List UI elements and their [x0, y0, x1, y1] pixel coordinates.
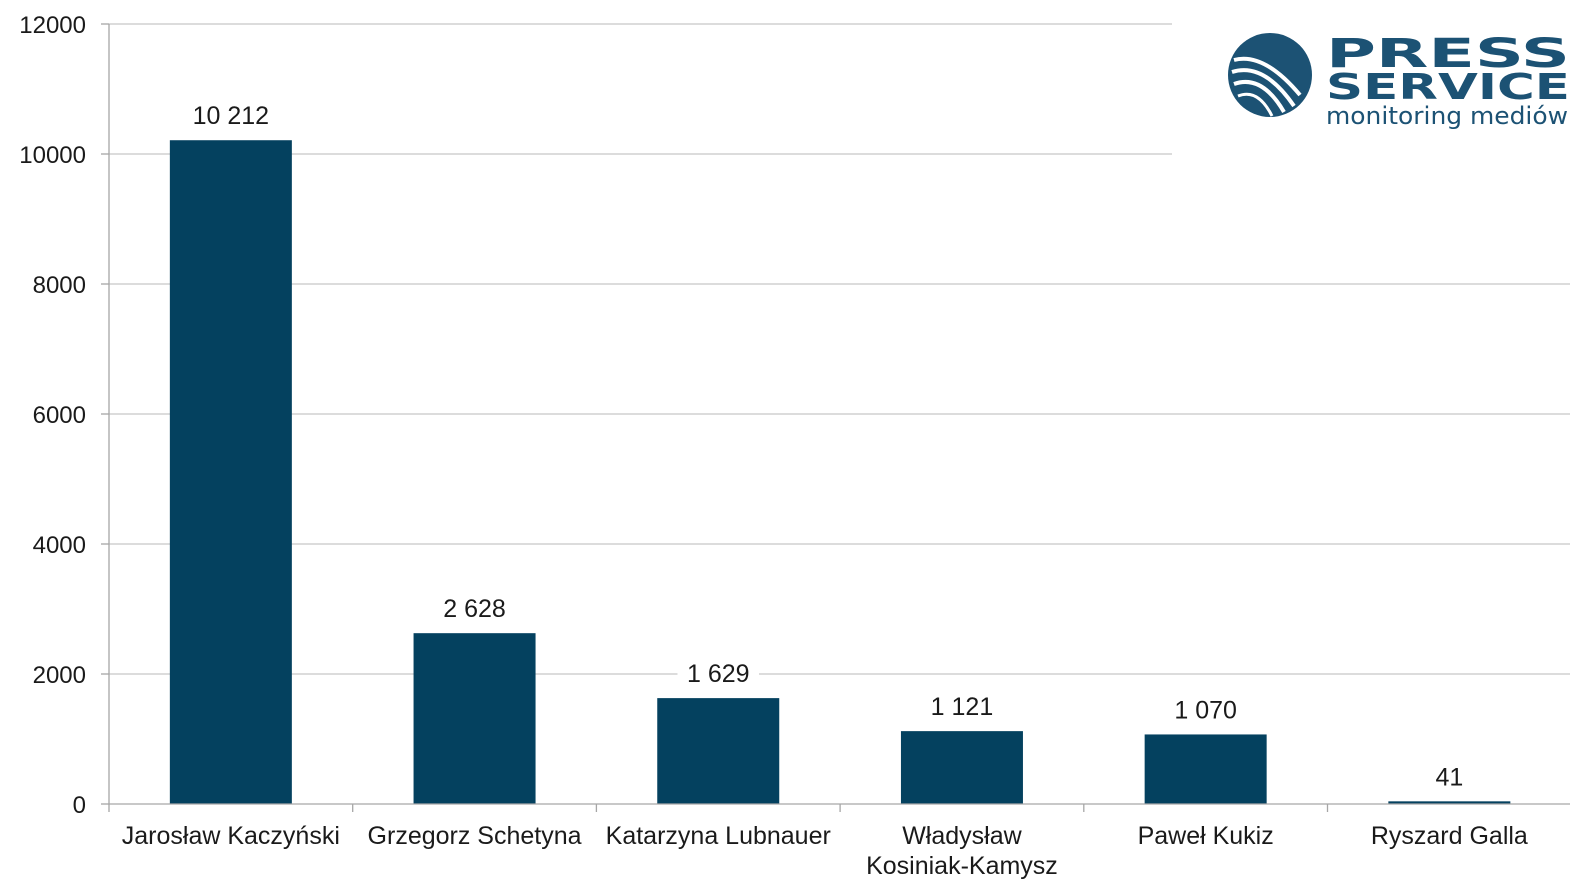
data-label-background [433, 593, 516, 626]
data-label-background [1164, 694, 1247, 727]
y-tick-label: 10000 [19, 142, 86, 169]
data-labels: 10 212 2 628 1 629 1 121 1 070 41 [183, 100, 1470, 794]
x-category-label: Ryszard Galla [1371, 822, 1528, 850]
x-axis-category-labels: Jarosław Kaczyński Grzegorz Schetyna Katar… [122, 822, 1528, 880]
bar [1144, 734, 1267, 804]
data-label-background [1428, 761, 1470, 794]
data-label: 2 628 [443, 595, 506, 623]
y-tick-label: 12000 [19, 12, 86, 39]
x-category-label: Kosiniak-Kamysz [866, 852, 1058, 880]
y-tick-label: 6000 [33, 402, 86, 429]
bar [169, 140, 292, 805]
bars [169, 140, 1511, 805]
data-label-background [677, 658, 759, 691]
bar [413, 633, 536, 804]
x-category-label: Katarzyna Lubnauer [606, 822, 831, 850]
logo-service-text: SERVICE [1326, 67, 1570, 108]
data-label-background [183, 100, 279, 133]
data-label: 10 212 [193, 102, 269, 130]
data-label: 41 [1435, 763, 1463, 791]
y-tick-label: 2000 [33, 662, 86, 689]
y-tick-label: 4000 [33, 532, 86, 559]
x-category-label: Grzegorz Schetyna [368, 822, 582, 850]
data-label-background [921, 691, 1003, 724]
data-label: 1 121 [931, 693, 994, 721]
bar [657, 698, 780, 804]
logo-tagline: monitoring mediów [1326, 102, 1568, 130]
data-label: 1 629 [687, 660, 750, 688]
x-category-label: Jarosław Kaczyński [122, 822, 340, 850]
axes [108, 24, 1570, 812]
logo-emblem-icon [1228, 33, 1312, 117]
bar [900, 731, 1023, 804]
y-tick-label: 0 [73, 792, 86, 819]
y-axis-tick-labels: 0 2000 4000 6000 8000 10000 12000 [19, 12, 86, 819]
x-category-label: Władysław [902, 822, 1022, 850]
press-service-logo: PRESS SERVICE monitoring mediów [1172, 0, 1570, 180]
y-tick-label: 8000 [33, 272, 86, 299]
x-category-label: Paweł Kukiz [1138, 822, 1274, 850]
logo-press-text: PRESS [1326, 31, 1570, 77]
data-label: 1 070 [1174, 696, 1237, 724]
bar [1388, 801, 1511, 804]
